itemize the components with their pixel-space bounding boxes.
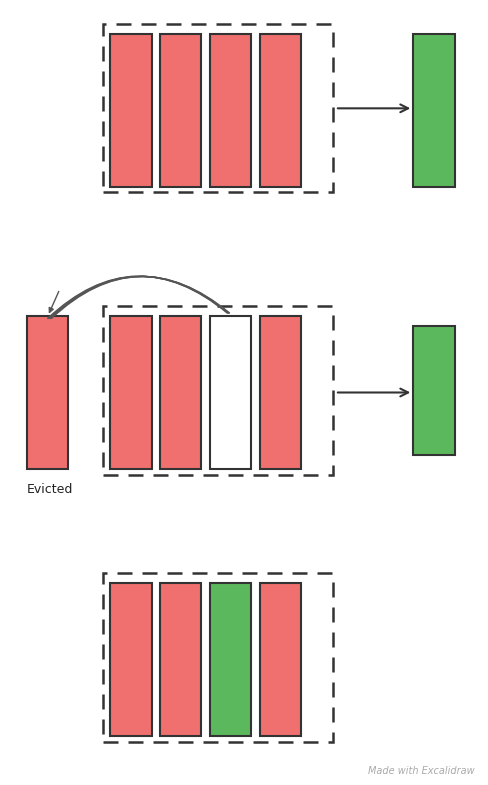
Text: Evicted: Evicted [27, 483, 73, 496]
Bar [110, 34, 151, 187]
Bar [209, 583, 251, 736]
Bar [259, 34, 301, 187]
Bar [412, 326, 454, 455]
Bar [209, 316, 251, 469]
Bar [110, 583, 151, 736]
Bar [27, 316, 68, 469]
Bar [259, 316, 301, 469]
Bar [102, 573, 332, 742]
Bar [110, 316, 151, 469]
Bar [160, 34, 201, 187]
Bar [102, 24, 332, 192]
Bar [102, 306, 332, 475]
Text: Made with Excalidraw: Made with Excalidraw [367, 765, 473, 776]
Bar [412, 34, 454, 187]
Bar [160, 316, 201, 469]
Bar [209, 34, 251, 187]
Bar [160, 583, 201, 736]
Bar [259, 583, 301, 736]
